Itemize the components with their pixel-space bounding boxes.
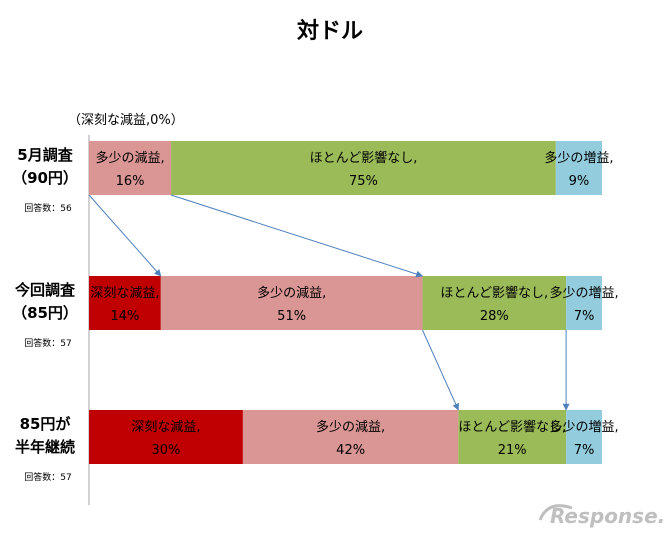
bar-segment	[458, 410, 567, 464]
segment-value: 9%	[569, 174, 590, 189]
segment-label: 深刻な減益,	[131, 419, 200, 435]
bar-segment	[242, 410, 459, 464]
segment-label: ほとんど影響なし,	[310, 150, 418, 166]
segment-label: 多少の減益,	[257, 285, 326, 301]
bar-segment	[89, 141, 172, 195]
bar-segment	[160, 276, 423, 330]
row-label-respondents: 回答数：57	[24, 337, 71, 349]
segment-label: ほとんど影響なし,	[440, 285, 548, 301]
row-label-name: 今回調査	[14, 281, 76, 299]
segment-value: 75%	[349, 174, 378, 189]
row-label-respondents: 回答数：57	[24, 471, 71, 483]
segment-value: 21%	[498, 443, 527, 458]
bars	[89, 141, 602, 464]
row-label-respondents: 回答数：56	[24, 202, 72, 214]
transition-arrow	[421, 329, 459, 411]
row-label-sub: 半年継続	[15, 438, 75, 456]
response-logo: Response.	[538, 504, 665, 528]
segment-value: 28%	[480, 309, 509, 324]
row-label-sub: （85円）	[12, 304, 78, 322]
segment-label: 多少の増益,	[549, 285, 618, 301]
bar-segment	[89, 276, 161, 330]
transition-arrow	[170, 194, 424, 278]
bar-segment	[566, 410, 602, 464]
segment-label: 多少の減益,	[95, 150, 164, 166]
row-label-sub: （90円）	[12, 169, 78, 187]
segment-label: ほとんど影響なし,	[458, 419, 566, 435]
zero-annotation: （深刻な減益,0%）	[68, 112, 184, 128]
segment-label: 多少の減益,	[316, 419, 385, 435]
segment-value: 16%	[116, 174, 145, 189]
segment-label: 多少の増益,	[549, 419, 618, 435]
logo-text: Response.	[550, 504, 665, 528]
segment-value: 30%	[151, 443, 180, 458]
segment-label: 深刻な減益,	[90, 285, 159, 301]
bar-segment	[89, 410, 243, 464]
row-labels: 5月調査（90円）回答数：56今回調査（85円）回答数：5785円が半年継続回答…	[12, 146, 78, 483]
segment-label: 多少の増益,	[544, 150, 613, 166]
bar-segment	[422, 276, 567, 330]
bar-segment	[566, 276, 602, 330]
row-label-name: 85円が	[20, 415, 72, 433]
segment-value: 51%	[277, 309, 306, 324]
segment-value: 7%	[574, 443, 595, 458]
chart-title: 対ドル	[297, 19, 363, 44]
segment-value: 42%	[336, 443, 365, 458]
transition-arrow	[88, 194, 162, 277]
bar-segment	[555, 141, 602, 195]
segment-labels: 多少の減益, 16% ほとんど影響なし, 75% 多少の増益, 9% 深刻な減益, 14% 多少…	[90, 150, 618, 458]
arrows	[88, 194, 570, 411]
logo-swoosh-icon	[538, 504, 573, 521]
row-label-name: 5月調査	[17, 146, 73, 164]
segment-value: 7%	[574, 309, 595, 324]
bar-segment	[171, 141, 556, 195]
segment-value: 14%	[110, 309, 139, 324]
